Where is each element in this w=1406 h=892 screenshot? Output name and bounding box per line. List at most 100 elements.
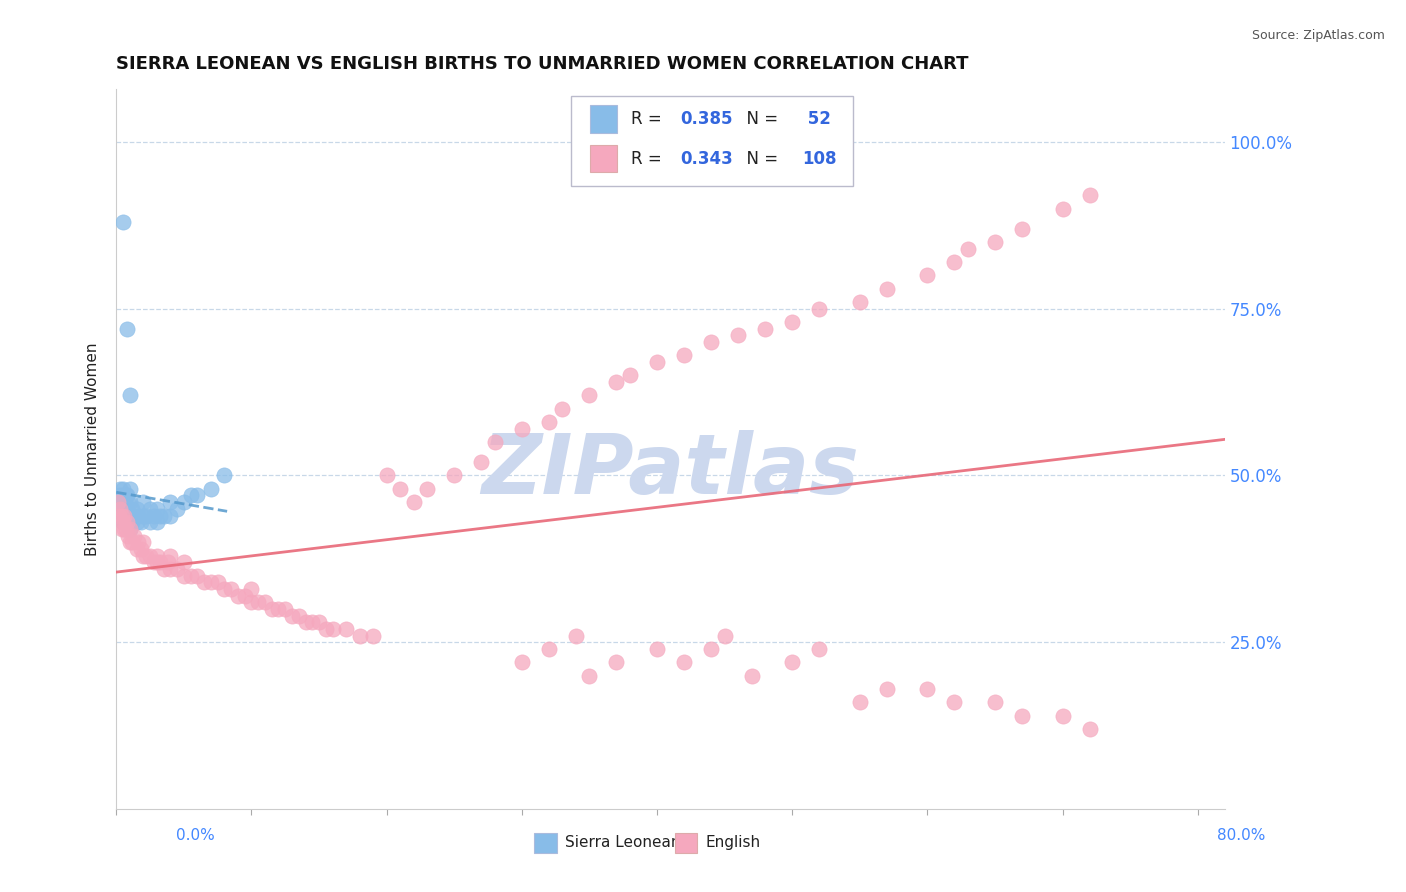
Point <box>108 488 131 502</box>
Point <box>578 668 600 682</box>
Y-axis label: Births to Unmarried Women: Births to Unmarried Women <box>86 342 100 556</box>
Point <box>1078 722 1101 736</box>
Point <box>240 595 263 609</box>
Point <box>152 508 174 523</box>
Point <box>117 495 139 509</box>
Point <box>132 508 155 523</box>
Point <box>173 495 195 509</box>
Point <box>917 268 939 283</box>
Point <box>114 522 136 536</box>
Point <box>510 655 533 669</box>
Point <box>808 641 831 656</box>
Point <box>110 501 132 516</box>
Text: 108: 108 <box>803 150 837 168</box>
Point <box>510 422 533 436</box>
Point <box>139 549 162 563</box>
Point <box>727 328 749 343</box>
Point <box>375 468 398 483</box>
Point <box>143 555 166 569</box>
Point <box>1052 202 1074 216</box>
Point <box>118 535 141 549</box>
Point <box>713 629 735 643</box>
Point <box>565 629 588 643</box>
Text: 0.385: 0.385 <box>681 110 733 128</box>
Point <box>389 482 412 496</box>
Point <box>193 575 215 590</box>
Text: R =: R = <box>631 150 666 168</box>
Point <box>214 582 236 596</box>
Point <box>200 575 222 590</box>
Point <box>115 322 138 336</box>
Point <box>274 602 297 616</box>
Point <box>115 515 138 529</box>
Point <box>129 541 152 556</box>
Point <box>125 501 148 516</box>
Point <box>984 235 1007 249</box>
Point <box>111 508 134 523</box>
Point <box>121 501 143 516</box>
Point <box>287 608 309 623</box>
Point <box>619 368 641 383</box>
Point <box>848 295 870 310</box>
Point <box>214 468 236 483</box>
Point <box>118 482 141 496</box>
Point <box>159 508 181 523</box>
Point <box>645 355 668 369</box>
Point <box>943 695 966 709</box>
FancyBboxPatch shape <box>589 105 617 133</box>
Point <box>180 488 202 502</box>
Point <box>118 508 141 523</box>
Point <box>260 602 283 616</box>
Point <box>315 622 337 636</box>
Point <box>112 508 135 523</box>
Point <box>122 508 145 523</box>
Point <box>115 488 138 502</box>
Point <box>700 334 723 349</box>
Point <box>443 468 465 483</box>
Point <box>672 348 695 362</box>
Point <box>876 681 898 696</box>
Point <box>112 215 135 229</box>
Point <box>267 602 290 616</box>
Point <box>114 515 136 529</box>
Point <box>917 681 939 696</box>
Point <box>166 501 188 516</box>
Point <box>484 435 506 450</box>
Point <box>402 495 425 509</box>
Point <box>112 495 135 509</box>
Point <box>112 482 135 496</box>
Point <box>121 515 143 529</box>
Point <box>118 495 141 509</box>
Point <box>741 668 763 682</box>
Point <box>537 415 560 429</box>
Point <box>127 535 149 549</box>
Point <box>700 641 723 656</box>
Point <box>207 575 229 590</box>
Point <box>578 388 600 402</box>
Point <box>361 629 384 643</box>
Point <box>537 641 560 656</box>
Point <box>1052 708 1074 723</box>
Point <box>110 482 132 496</box>
Point <box>110 501 132 516</box>
Point <box>159 495 181 509</box>
Text: Sierra Leoneans: Sierra Leoneans <box>565 836 689 850</box>
FancyBboxPatch shape <box>571 95 853 186</box>
Point <box>1011 708 1033 723</box>
Point <box>132 535 155 549</box>
Text: 52: 52 <box>803 110 831 128</box>
Point <box>301 615 323 630</box>
Point <box>108 508 131 523</box>
Point <box>645 641 668 656</box>
Point <box>135 508 157 523</box>
Point <box>122 528 145 542</box>
Point <box>672 655 695 669</box>
Point <box>111 522 134 536</box>
Point <box>808 301 831 316</box>
Point <box>335 622 357 636</box>
Point <box>253 595 276 609</box>
Point <box>118 522 141 536</box>
Point <box>146 555 169 569</box>
Point <box>117 508 139 523</box>
Point <box>1078 188 1101 202</box>
